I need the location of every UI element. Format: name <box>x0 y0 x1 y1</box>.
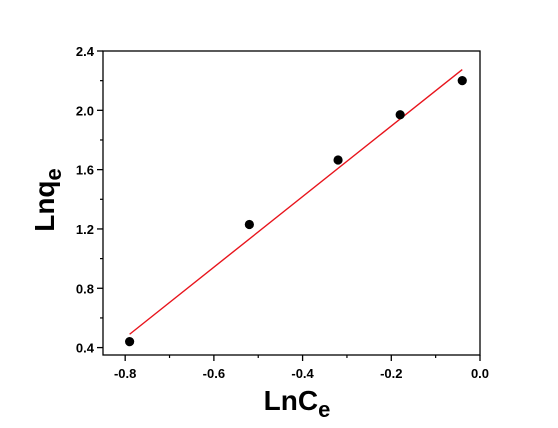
data-point <box>333 155 343 165</box>
y-axis-title-subscript: e <box>41 168 66 180</box>
data-point <box>244 219 254 230</box>
y-axis-ticks: 0.4 0.8 1.2 1.6 2.0 2.4 <box>76 44 103 356</box>
fit-lines <box>129 68 463 335</box>
x-axis-title: LnCe <box>264 385 331 422</box>
x-tick-label: -0.8 <box>114 366 136 381</box>
y-tick-label: 1.6 <box>76 163 94 178</box>
y-tick-label: 2.4 <box>76 44 95 59</box>
y-tick-label: 1.2 <box>76 222 94 237</box>
data-points <box>125 76 467 347</box>
x-axis-title-subscript: e <box>318 397 330 422</box>
data-point <box>395 110 405 120</box>
y-tick-label: 0.8 <box>76 281 94 296</box>
x-axis-title-base: LnC <box>264 385 318 416</box>
y-tick-label: 0.4 <box>76 341 95 356</box>
y-tick-label: 2.0 <box>76 103 94 118</box>
x-tick-label: 0.0 <box>471 366 489 381</box>
plot-frame <box>102 50 481 356</box>
data-point <box>125 337 135 347</box>
x-tick-label: -0.6 <box>203 366 225 381</box>
data-point <box>457 76 467 86</box>
x-tick-label: -0.2 <box>380 366 402 381</box>
y-axis-title: Lnqe <box>29 168 66 232</box>
x-axis-ticks: -0.8 -0.6 -0.4 -0.2 0.0 <box>114 355 489 381</box>
linear-fit-line <box>129 68 463 335</box>
y-axis-title-base: Lnq <box>29 180 60 231</box>
x-tick-label: -0.4 <box>291 366 314 381</box>
plot-border <box>102 50 481 356</box>
